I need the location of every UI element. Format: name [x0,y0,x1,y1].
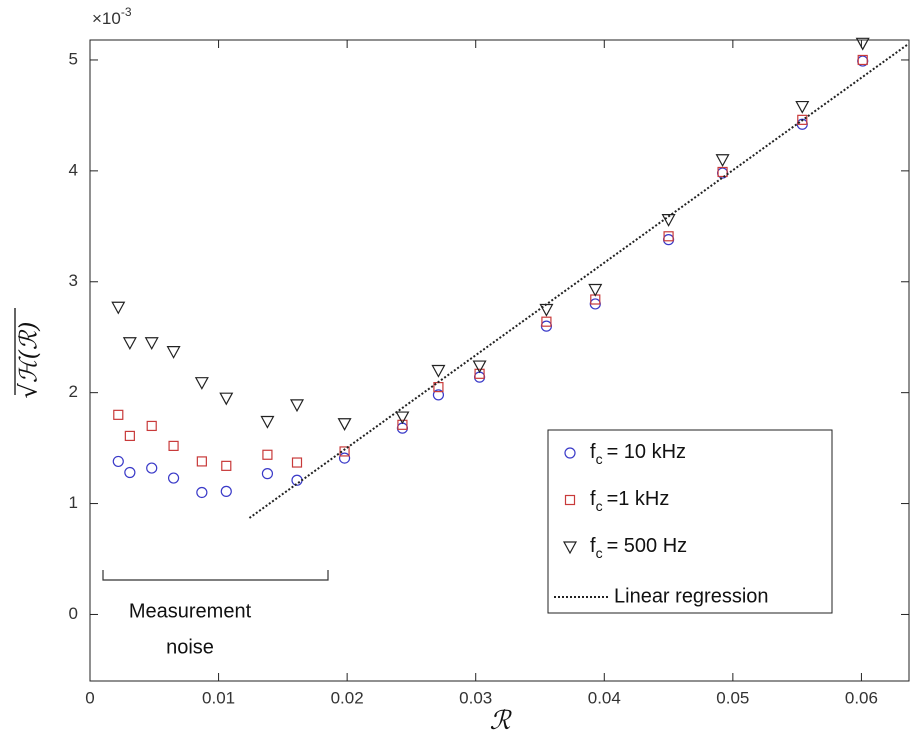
annotation-bracket [102,570,329,581]
point [397,419,408,430]
point [855,37,870,51]
point [260,415,275,429]
x-tick-label: 0 [85,688,94,707]
point [715,154,730,168]
point [194,377,209,390]
point [395,411,410,425]
point [219,392,234,406]
point [166,346,181,359]
point [167,472,180,484]
x-tick-label: 0.02 [331,688,364,707]
point [291,474,303,486]
point [797,114,808,125]
point [113,409,124,420]
legend-label: Linear regression [614,585,769,607]
y-axis-label: √ℋ(ℛ) [15,322,43,399]
point [289,399,305,413]
x-tick-label: 0.03 [459,688,492,707]
point [338,452,351,464]
point [111,301,126,315]
point [291,457,303,468]
point [124,466,136,479]
point [146,420,157,432]
legend-label-text: =1 kHz [607,488,670,510]
x-tick-label: 0.05 [716,688,749,707]
point [122,337,137,351]
legend-label-text: = 10 kHz [607,441,686,463]
x-tick-label: 0.01 [202,688,235,707]
point [662,234,675,246]
legend-label: fc = 500 Hz [590,535,687,560]
point [431,364,446,378]
point [474,368,485,379]
point [196,486,208,499]
point [261,468,274,480]
legend-label-base: f [590,535,596,557]
legend-label-text: = 500 Hz [607,535,688,557]
y-multiplier-base: ×10 [92,9,121,28]
point [221,460,232,471]
point [473,371,486,383]
legend-label-base: f [590,488,596,510]
point [661,214,676,227]
point [717,166,728,178]
y-tick-label: 2 [69,382,78,401]
y-tick-label: 5 [69,49,78,68]
point [124,430,135,442]
x-tick-label: 0.04 [588,688,621,707]
annotation-line: noise [166,636,214,658]
legend-box [547,429,833,614]
point [146,462,158,474]
point [663,231,674,242]
legend-marker [564,447,576,459]
point [472,360,487,374]
y-multiplier: ×10-3 [92,5,132,28]
y-tick-label: 1 [69,493,78,512]
point [112,455,124,468]
y-tick-label: 3 [69,271,78,290]
point [396,422,409,434]
point [541,316,552,327]
legend-label-sub: c [596,451,603,467]
point [857,54,868,66]
point [339,446,350,457]
point [196,456,207,467]
y-axis-label-group: √ℋ(ℛ) [14,308,43,399]
legend-marker [562,541,578,555]
x-tick-label: 0.06 [845,688,878,707]
y-tick-label: 0 [69,604,78,623]
point [432,389,445,401]
legend-marker [564,494,576,506]
point [220,485,232,497]
legend-label: fc = 10 kHz [590,441,686,466]
point [144,337,159,351]
legend-label-sub: c [596,498,603,514]
legend-label-base: f [590,441,596,463]
point [262,449,273,460]
legend-label-sub: c [596,545,603,561]
annotation-line: Measurement [129,600,252,622]
regression-line [248,43,909,519]
y-multiplier-exponent: -3 [121,5,132,19]
y-tick-label: 4 [69,160,78,179]
point [795,100,810,114]
plot-frame [89,39,910,682]
legend-label: fc =1 kHz [590,488,669,513]
x-axis-label: ℛ [490,706,513,736]
point [337,418,352,431]
point [588,283,603,297]
point [168,440,179,451]
